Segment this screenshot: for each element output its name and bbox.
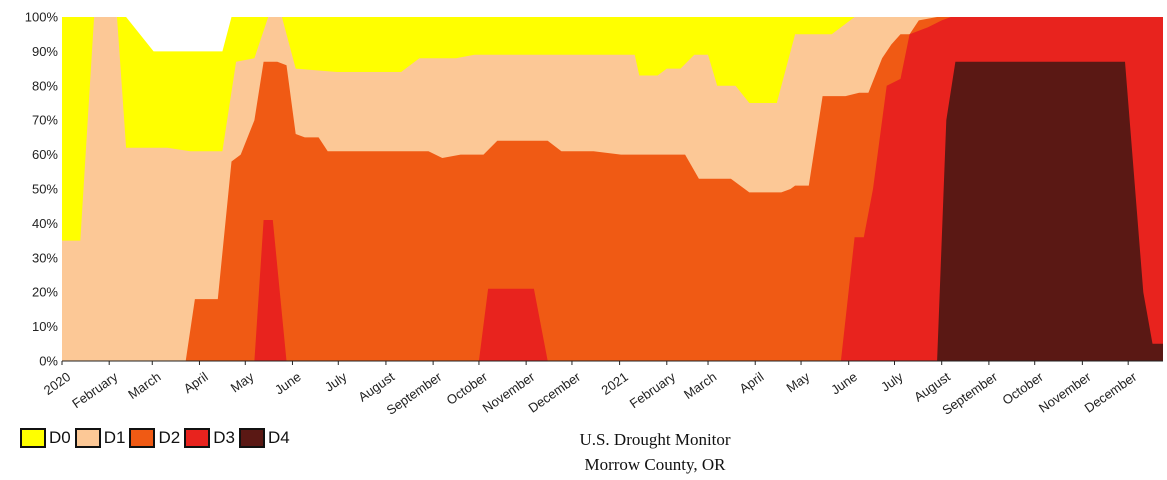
y-tick-label: 10% (32, 319, 58, 334)
legend-swatch-d4 (238, 428, 265, 448)
x-tick-label: July (878, 369, 906, 395)
legend-item-d1: D1 (74, 428, 126, 448)
x-tick-label: February (69, 369, 121, 411)
y-tick-label: 0% (39, 354, 58, 369)
chart-subtitle: Morrow County, OR (584, 455, 726, 474)
y-tick-label: 20% (32, 285, 58, 300)
legend-label-d2: D2 (158, 428, 181, 447)
chart-title: U.S. Drought Monitor (579, 430, 731, 449)
y-tick-label: 90% (32, 44, 58, 59)
x-tick-label: April (181, 369, 211, 396)
x-tick-label: February (627, 369, 679, 411)
x-tick-label: March (125, 369, 163, 402)
plot-area (62, 17, 1163, 361)
x-tick-label: May (228, 369, 257, 396)
x-tick-label: April (737, 369, 767, 396)
y-axis: 0% 10% 20% 30% 40% 50% 60% 70% 80% 90% 100% (25, 10, 1163, 369)
legend-item-d0: D0 (20, 428, 71, 448)
legend-swatch-d1 (74, 428, 101, 448)
drought-area-chart: 0%10%20%30%40%50%60%70%80%90%100% 2020Fe… (25, 10, 1163, 418)
y-tick-label: 60% (32, 147, 58, 162)
y-tick-label: 100% (25, 10, 59, 25)
legend-item-d4: D4 (238, 428, 290, 448)
x-tick-label: June (272, 369, 304, 397)
x-tick-label: December (1082, 369, 1140, 416)
x-tick-label: 2020 (41, 369, 73, 398)
x-tick-label: 2021 (599, 369, 631, 398)
x-tick-label: June (828, 369, 860, 397)
x-tick-label: March (681, 369, 719, 402)
area-d3 (62, 17, 1163, 361)
legend-label-d3: D3 (213, 428, 235, 447)
y-tick-label: 40% (32, 216, 58, 231)
y-tick-label: 30% (32, 250, 58, 265)
legend: D0 D1 D2 D3 D4 (20, 428, 294, 448)
legend-swatch-d0 (20, 428, 46, 448)
legend-item-d2: D2 (129, 428, 180, 448)
x-tick-label: December (525, 369, 583, 416)
x-tick-label: July (322, 369, 350, 395)
legend-swatch-d2 (129, 428, 156, 448)
x-tick-label: May (784, 369, 813, 396)
y-tick-label: 70% (32, 113, 58, 128)
legend-label-d0: D0 (49, 428, 71, 447)
y-tick-label: 80% (32, 78, 58, 93)
legend-label-d4: D4 (267, 428, 290, 447)
legend-label-d1: D1 (103, 428, 126, 447)
area-d4 (62, 61, 1163, 361)
legend-swatch-d3 (184, 428, 211, 448)
legend-item-d3: D3 (184, 428, 235, 448)
y-tick-label: 50% (32, 182, 58, 197)
